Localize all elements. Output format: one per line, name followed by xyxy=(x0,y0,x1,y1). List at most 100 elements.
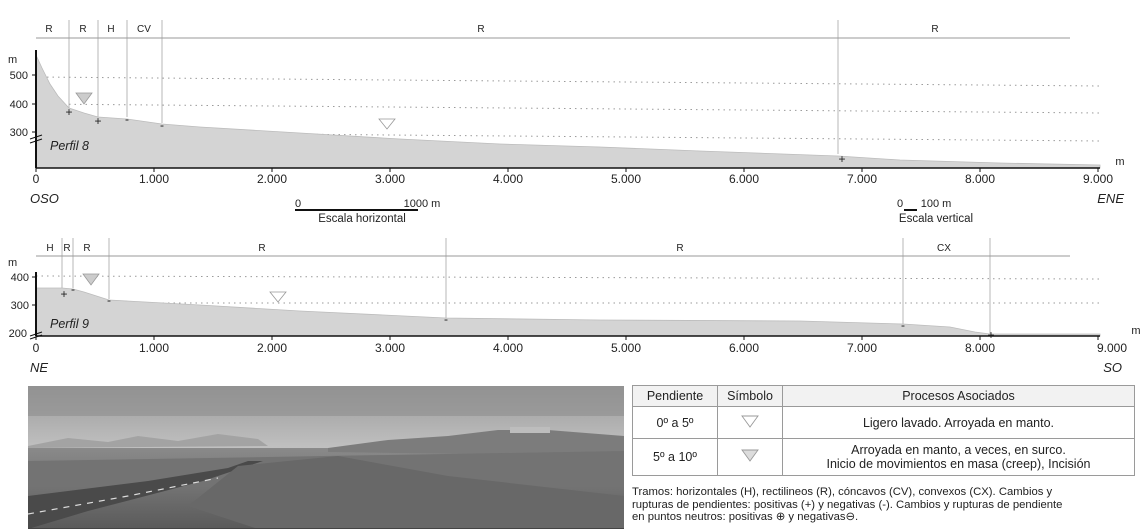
y-tick-label: 300 xyxy=(11,300,29,312)
break-marker: - xyxy=(107,293,111,307)
segment-label: R xyxy=(931,24,938,35)
x-tick-label: 3.000 xyxy=(375,172,405,186)
segment-label: H xyxy=(46,243,53,254)
terrain-profile xyxy=(35,54,1101,169)
note-line: Tramos: horizontales (H), rectilineos (R… xyxy=(632,486,1053,498)
x-tick-label: 0 xyxy=(33,172,40,186)
y-tick-label: 300 xyxy=(10,127,28,139)
break-marker: + xyxy=(60,287,67,301)
x-tick-label: 8.000 xyxy=(965,172,995,186)
break-marker: - xyxy=(71,282,75,296)
break-marker: - xyxy=(901,318,905,332)
legend-note: Tramos: horizontales (H), rectilineos (R… xyxy=(632,486,1137,524)
x-tick-label: 2.000 xyxy=(257,172,287,186)
break-marker: + xyxy=(838,152,845,166)
break-marker: - xyxy=(444,312,448,326)
legend-row: 5º a 10º Arroyada en manto, a veces, en … xyxy=(632,438,1135,476)
process-line: Ligero lavado. Arroyada en manto. xyxy=(862,415,1055,430)
x-tick-label: 7.000 xyxy=(847,172,877,186)
note-line: en puntos neutros: positivas ⊕ y negativ… xyxy=(632,511,859,523)
legend-row: 0º a 5º Ligero lavado. Arroyada en manto… xyxy=(632,406,1135,439)
header-simbolo: Símbolo xyxy=(717,385,783,407)
break-marker: + xyxy=(987,328,994,342)
segment-label: R xyxy=(477,24,484,35)
x-ticks-8 xyxy=(35,168,1099,172)
reference-dotted-line xyxy=(35,103,1101,114)
x-tick-label: 0 xyxy=(33,341,40,355)
gray-triangle-icon xyxy=(75,92,93,105)
h-scale-label: Escala horizontal xyxy=(318,213,406,225)
y-tick-label: 500 xyxy=(10,70,28,82)
segment-label: CV xyxy=(137,24,151,35)
x-unit-label: m xyxy=(1131,325,1140,337)
h-scale-zero: 0 xyxy=(295,198,301,210)
symbol-cell xyxy=(717,438,783,476)
terrain-profile xyxy=(35,287,1101,337)
segment-label: R xyxy=(79,24,86,35)
y-unit-label: m xyxy=(8,257,17,269)
x-tick-label: 2.000 xyxy=(257,341,287,355)
pendiente-cell: 5º a 10º xyxy=(632,438,718,476)
segment-label: CX xyxy=(937,243,951,254)
x-tick-label: 5.000 xyxy=(611,172,641,186)
y-unit-label: m xyxy=(8,54,17,66)
light-triangle-icon xyxy=(269,291,287,303)
profile-9: H R R R R CX m 400 300 200 Perfil 9 xyxy=(8,238,1141,375)
process-line: Arroyada en manto, a veces, en surco. xyxy=(851,443,1066,457)
segment-label: R xyxy=(83,243,90,254)
process-cell: Ligero lavado. Arroyada en manto. xyxy=(782,406,1135,439)
direction-label-right: SO xyxy=(1103,360,1122,375)
x-tick-label: 1.000 xyxy=(139,172,169,186)
process-cell: Arroyada en manto, a veces, en surco. In… xyxy=(782,438,1135,476)
x-tick-label: 8.000 xyxy=(965,341,995,355)
x-tick-label: 4.000 xyxy=(493,341,523,355)
landscape-photo xyxy=(28,386,624,529)
profile-name: Perfil 9 xyxy=(50,317,89,331)
x-tick-label: 5.000 xyxy=(611,341,641,355)
profile-8: R R H CV R R m 500 400 300 Perfil 8 xyxy=(8,20,1125,225)
direction-label-right: ENE xyxy=(1097,191,1124,206)
h-scale-end: 1000 m xyxy=(404,198,441,210)
x-tick-label: 6.000 xyxy=(729,172,759,186)
process-line: Inicio de movimientos en masa (creep), I… xyxy=(826,457,1091,471)
legend-table: Pendiente Símbolo Procesos Asociados 0º … xyxy=(632,385,1135,476)
v-scale-end: 100 m xyxy=(921,198,952,210)
gray-triangle-icon xyxy=(741,449,759,462)
v-scale-zero: 0 xyxy=(897,198,903,210)
x-tick-label: 9.000 xyxy=(1083,172,1113,186)
direction-label-left: OSO xyxy=(30,191,59,206)
segment-label: R xyxy=(63,243,70,254)
break-marker: - xyxy=(125,112,129,126)
x-tick-label: 6.000 xyxy=(729,341,759,355)
profile-name: Perfil 8 xyxy=(50,139,89,153)
direction-label-left: NE xyxy=(30,360,48,375)
x-ticks-9 xyxy=(35,336,1099,340)
legend-header-row: Pendiente Símbolo Procesos Asociados xyxy=(632,385,1135,407)
segment-label: R xyxy=(45,24,52,35)
x-tick-label: 3.000 xyxy=(375,341,405,355)
header-procesos: Procesos Asociados xyxy=(782,385,1135,407)
y-tick-label: 400 xyxy=(10,99,28,111)
y-tick-label: 200 xyxy=(9,328,27,340)
y-tick-label: 400 xyxy=(11,272,29,284)
x-unit-label: m xyxy=(1115,156,1124,168)
segment-label: H xyxy=(107,24,114,35)
x-tick-label: 1.000 xyxy=(139,341,169,355)
note-line: rupturas de pendientes: positivas (+) y … xyxy=(632,498,1063,511)
gray-triangle-icon xyxy=(82,273,100,286)
x-tick-label: 4.000 xyxy=(493,172,523,186)
light-triangle-icon xyxy=(741,415,759,428)
segment-label: R xyxy=(258,243,265,254)
x-tick-label: 7.000 xyxy=(847,341,877,355)
light-triangle-icon xyxy=(378,118,396,130)
reference-dotted-line xyxy=(35,275,1101,280)
break-marker: + xyxy=(94,114,101,128)
break-marker: + xyxy=(65,105,72,119)
segment-label: R xyxy=(676,243,683,254)
symbol-cell xyxy=(717,406,783,439)
reference-dotted-line xyxy=(35,76,1101,87)
v-scale-label: Escala vertical xyxy=(899,213,973,225)
break-marker: - xyxy=(160,118,164,132)
header-pendiente: Pendiente xyxy=(632,385,718,407)
